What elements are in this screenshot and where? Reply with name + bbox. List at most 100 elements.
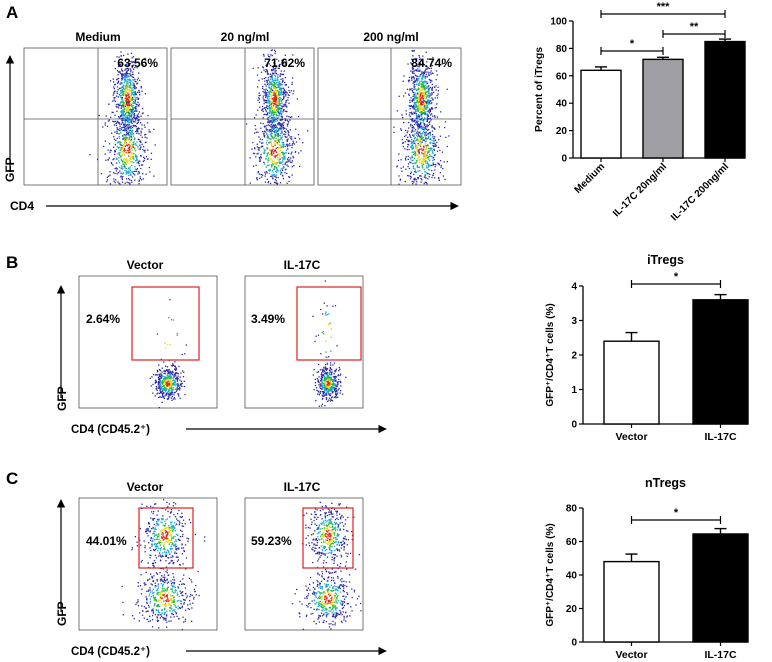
flow-event-dot [160, 595, 162, 598]
flow-event-dot [128, 168, 130, 170]
flow-event-dot [271, 144, 273, 146]
flow-event-dot [127, 111, 129, 114]
flow-event-dot [422, 145, 425, 147]
flow-event-dot [178, 547, 180, 549]
flow-event-dot [165, 387, 167, 389]
flow-event-dot [152, 526, 154, 529]
flow-event-dot [164, 609, 166, 611]
flow-event-dot [268, 154, 271, 156]
flow-event-dot [275, 79, 277, 81]
flow-event-dot [431, 113, 433, 115]
flow-event-dot [276, 155, 278, 157]
flow-event-dot [134, 99, 136, 102]
flow-event-dot [132, 73, 134, 76]
flow-event-dot [197, 570, 199, 573]
flow-event-dot [417, 123, 419, 125]
flow-event-dot [430, 134, 432, 136]
flow-event-dot [272, 120, 275, 122]
flow-event-dot [270, 157, 272, 159]
flow-event-dot [164, 371, 166, 373]
flow-event-dot [141, 605, 143, 607]
flow-event-dot [134, 100, 137, 102]
flow-event-dot [125, 163, 127, 165]
flow-event-dot [318, 405, 321, 407]
flow-event-dot [127, 121, 129, 123]
flow-event-dot [169, 381, 171, 383]
flow-event-dot [284, 163, 286, 166]
flow-event-dot [165, 553, 167, 555]
flow-event-dot [277, 128, 280, 130]
flow-event-dot [263, 55, 265, 57]
flow-event-dot [126, 81, 128, 83]
flow-plot-condition: IL-17C [284, 258, 321, 272]
flow-event-dot [318, 363, 320, 366]
flow-event-dot [419, 75, 421, 77]
flow-event-dot [413, 112, 415, 114]
flow-event-dot [134, 78, 136, 80]
flow-event-dot [431, 176, 433, 179]
flow-event-dot [181, 512, 183, 514]
flow-event-dot [409, 105, 411, 107]
flow-event-dot [132, 71, 134, 73]
flow-event-dot [325, 340, 327, 342]
flow-event-dot [415, 129, 417, 131]
flow-event-dot [138, 103, 140, 105]
flow-event-dot [291, 83, 293, 85]
flow-event-dot [135, 125, 137, 128]
flow-event-dot [121, 100, 123, 102]
flow-event-dot [174, 522, 176, 524]
flow-event-dot [171, 395, 173, 398]
flow-event-dot [96, 158, 99, 161]
flow-event-dot [171, 525, 173, 527]
flow-event-dot [152, 564, 154, 566]
flow-event-dot [288, 89, 290, 92]
flow-event-dot [109, 151, 111, 153]
flow-event-dot [163, 397, 165, 399]
flow-event-dot [419, 105, 421, 108]
flow-event-dot [270, 103, 272, 105]
flow-event-dot [166, 374, 169, 376]
flow-event-dot [406, 174, 409, 177]
flow-event-dot [323, 369, 325, 372]
flow-event-dot [430, 107, 433, 109]
flow-event-dot [122, 100, 124, 102]
flow-event-dot [127, 118, 130, 120]
flow-event-dot [138, 171, 140, 173]
flow-event-dot [104, 140, 106, 142]
flow-event-dot [321, 372, 323, 374]
flow-event-dot [393, 131, 395, 133]
flow-event-dot [284, 145, 286, 148]
flow-event-dot [159, 554, 161, 556]
flow-event-dot [413, 76, 415, 79]
flow-event-dot [410, 176, 412, 178]
flow-event-dot [279, 139, 281, 141]
flow-event-dot [141, 503, 143, 505]
flow-event-dot [125, 144, 128, 146]
flow-event-dot [263, 88, 265, 91]
flow-event-dot [328, 387, 330, 389]
flow-event-dot [285, 93, 287, 96]
flow-event-dot [266, 73, 269, 75]
flow-event-dot [125, 78, 127, 80]
flow-event-dot [421, 135, 423, 137]
flow-event-dot [159, 396, 161, 398]
flow-event-dot [167, 377, 169, 379]
flow-event-dot [259, 159, 261, 161]
flow-event-dot [113, 124, 115, 126]
flow-event-dot [150, 537, 152, 539]
flow-event-dot [130, 60, 132, 62]
flow-event-dot [139, 144, 141, 146]
flow-event-dot [411, 134, 414, 136]
flow-event-dot [424, 76, 426, 79]
flow-event-dot [271, 127, 273, 130]
flow-event-dot [271, 111, 273, 113]
flow-event-dot [262, 85, 264, 88]
flow-event-dot [121, 178, 123, 181]
flow-event-dot [109, 149, 112, 151]
flow-event-dot [424, 92, 426, 94]
flow-event-dot [165, 376, 167, 379]
flow-event-dot [183, 550, 185, 553]
flow-event-dot [419, 65, 421, 67]
flow-event-dot [158, 379, 160, 381]
flow-event-dot [278, 86, 280, 89]
